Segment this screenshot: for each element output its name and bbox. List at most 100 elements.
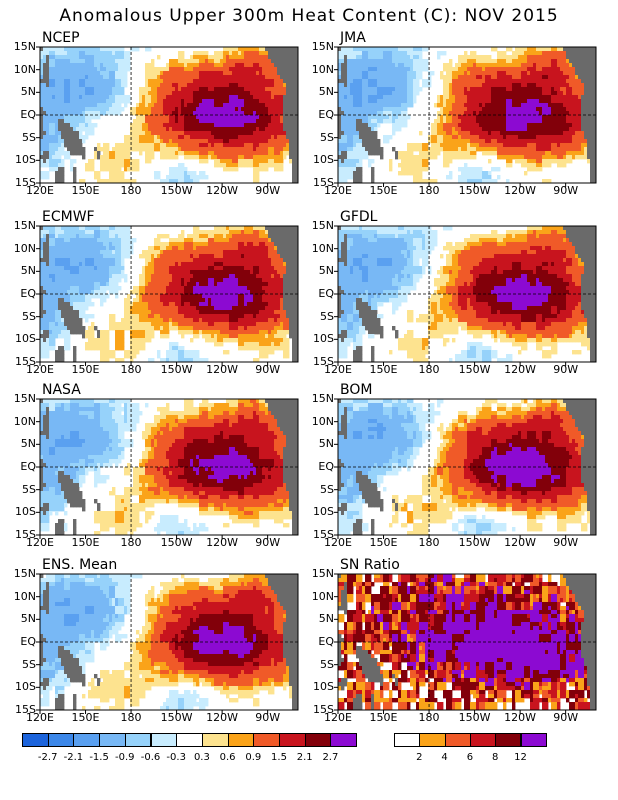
field-cell — [365, 91, 369, 96]
field-cell — [548, 51, 552, 56]
field-cell — [196, 103, 200, 108]
field-cell — [356, 87, 360, 92]
field-cell — [449, 111, 453, 116]
field-cell — [82, 147, 86, 152]
field-cell — [241, 75, 245, 80]
field-cell — [121, 75, 125, 80]
field-cell — [368, 139, 372, 144]
field-cell — [494, 59, 498, 64]
field-cell — [184, 135, 188, 140]
field-cell — [566, 139, 570, 144]
field-cell — [190, 115, 194, 120]
field-cell — [49, 151, 53, 156]
field-cell — [569, 71, 573, 76]
field-cell — [280, 147, 284, 152]
field-cell — [76, 131, 80, 136]
field-cell — [283, 87, 287, 92]
field-cell — [509, 95, 513, 100]
field-cell — [82, 155, 86, 160]
field-cell — [404, 151, 408, 156]
field-cell — [467, 95, 471, 100]
field-cell — [268, 51, 272, 56]
field-cell — [52, 51, 56, 56]
field-cell — [356, 107, 360, 112]
field-cell — [518, 95, 522, 100]
field-cell — [118, 103, 122, 108]
field-cell — [127, 230, 131, 235]
field-cell — [566, 143, 570, 148]
field-cell — [268, 230, 272, 235]
field-cell — [536, 167, 540, 172]
field-cell — [256, 71, 260, 76]
field-cell — [461, 175, 465, 180]
field-cell — [55, 47, 59, 52]
field-cell — [97, 103, 101, 108]
field-cell — [286, 147, 290, 152]
field-cell — [88, 131, 92, 136]
field-cell — [338, 59, 342, 64]
field-cell — [485, 99, 489, 104]
field-cell — [70, 99, 74, 104]
field-cell — [283, 79, 287, 84]
field-cell — [73, 67, 77, 72]
field-cell — [112, 226, 116, 231]
field-cell — [479, 119, 483, 124]
field-cell — [548, 147, 552, 152]
field-cell — [232, 135, 236, 140]
field-cell — [100, 95, 104, 100]
field-cell — [542, 95, 546, 100]
field-cell — [404, 111, 408, 116]
field-cell — [386, 87, 390, 92]
field-cell — [476, 71, 480, 76]
field-cell — [226, 91, 230, 96]
field-cell — [226, 119, 230, 124]
field-cell — [572, 63, 576, 68]
field-cell — [199, 87, 203, 92]
field-cell — [64, 103, 68, 108]
field-cell — [109, 155, 113, 160]
field-cell — [103, 111, 107, 116]
field-cell — [67, 71, 71, 76]
field-cell — [217, 111, 221, 116]
field-cell — [283, 51, 287, 56]
field-cell — [280, 103, 284, 108]
field-cell — [593, 123, 597, 128]
field-cell — [365, 119, 369, 124]
field-cell — [88, 163, 92, 168]
field-cell — [347, 67, 351, 72]
field-cell — [344, 179, 348, 184]
field-cell — [344, 107, 348, 112]
field-cell — [256, 95, 260, 100]
field-cell — [268, 95, 272, 100]
field-cell — [374, 139, 378, 144]
field-cell — [380, 91, 384, 96]
field-cell — [539, 167, 543, 172]
field-cell — [524, 131, 528, 136]
field-cell — [277, 226, 281, 231]
field-cell — [479, 135, 483, 140]
field-cell — [482, 139, 486, 144]
field-cell — [169, 179, 173, 184]
field-cell — [440, 51, 444, 56]
field-cell — [226, 95, 230, 100]
field-cell — [121, 163, 125, 168]
field-cell — [166, 103, 170, 108]
field-cell — [40, 107, 44, 112]
field-cell — [563, 139, 567, 144]
field-cell — [344, 99, 348, 104]
field-cell — [112, 103, 116, 108]
field-cell — [88, 91, 92, 96]
field-cell — [563, 87, 567, 92]
field-cell — [527, 155, 531, 160]
field-cell — [184, 179, 188, 184]
field-cell — [563, 47, 567, 52]
field-cell — [139, 147, 143, 152]
field-cell — [545, 119, 549, 124]
field-cell — [446, 155, 450, 160]
field-cell — [73, 55, 77, 60]
field-cell — [127, 226, 131, 231]
field-cell — [190, 79, 194, 84]
field-cell — [452, 83, 456, 88]
field-cell — [142, 135, 146, 140]
field-cell — [443, 131, 447, 136]
